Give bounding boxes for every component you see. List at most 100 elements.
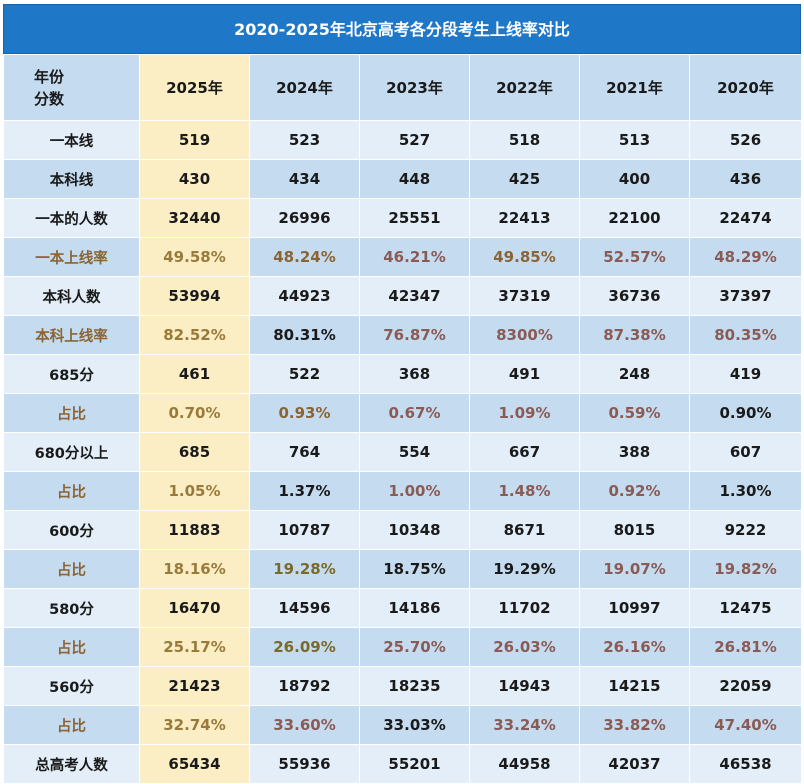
table-cell-2020: 22474 xyxy=(689,198,802,238)
table-row: 占比 1.05% 1.37% 1.00% 1.48% 0.92% 1.30% xyxy=(3,471,802,511)
score-comparison-table: 年份 分数 2025年 2024年 2023年 2022年 2021年 2020… xyxy=(3,54,802,784)
table-row: 本科人数 53994 44923 42347 37319 36736 37397 xyxy=(3,276,802,316)
table-cell-2024: 10787 xyxy=(249,510,360,550)
row-label: 占比 xyxy=(3,471,140,511)
table-cell-2020: 12475 xyxy=(689,588,802,628)
table-cell-2020: 436 xyxy=(689,159,802,199)
table-cell-2024: 26.09% xyxy=(249,627,360,667)
table-cell-2021: 388 xyxy=(579,432,690,472)
table-cell-2025: 0.70% xyxy=(139,393,250,433)
row-label: 600分 xyxy=(3,510,140,550)
table-cell-2023: 76.87% xyxy=(359,315,470,355)
table-cell-2023: 46.21% xyxy=(359,237,470,277)
year-header-2022: 2022年 xyxy=(469,54,580,121)
table-cell-2022: 491 xyxy=(469,354,580,394)
row-label: 一本的人数 xyxy=(3,198,140,238)
table-cell-2020: 1.30% xyxy=(689,471,802,511)
table-row: 685分 461 522 368 491 248 419 xyxy=(3,354,802,394)
table-cell-2023: 14186 xyxy=(359,588,470,628)
table-row: 一本线 519 523 527 518 513 526 xyxy=(3,120,802,160)
year-header-2023: 2023年 xyxy=(359,54,470,121)
table-cell-2021: 36736 xyxy=(579,276,690,316)
table-cell-2025: 519 xyxy=(139,120,250,160)
table-cell-2023: 55201 xyxy=(359,744,470,784)
table-cell-2020: 22059 xyxy=(689,666,802,706)
table-cell-2022: 667 xyxy=(469,432,580,472)
table-row: 占比 0.70% 0.93% 0.67% 1.09% 0.59% 0.90% xyxy=(3,393,802,433)
row-label: 680分以上 xyxy=(3,432,140,472)
table-cell-2025: 461 xyxy=(139,354,250,394)
table-cell-2025: 32.74% xyxy=(139,705,250,745)
table-cell-2020: 419 xyxy=(689,354,802,394)
table-cell-2020: 526 xyxy=(689,120,802,160)
table-cell-2022: 33.24% xyxy=(469,705,580,745)
table-cell-2022: 1.09% xyxy=(469,393,580,433)
row-label: 占比 xyxy=(3,549,140,589)
table-cell-2020: 9222 xyxy=(689,510,802,550)
table-cell-2021: 26.16% xyxy=(579,627,690,667)
table-cell-2021: 14215 xyxy=(579,666,690,706)
table-cell-2025: 25.17% xyxy=(139,627,250,667)
table-cell-2021: 22100 xyxy=(579,198,690,238)
table-cell-2024: 1.37% xyxy=(249,471,360,511)
table-cell-2024: 19.28% xyxy=(249,549,360,589)
corner-score-label: 分数 xyxy=(34,89,65,108)
table-cell-2023: 25.70% xyxy=(359,627,470,667)
table-row: 占比 32.74% 33.60% 33.03% 33.24% 33.82% 47.40% xyxy=(3,705,802,745)
table-cell-2024: 523 xyxy=(249,120,360,160)
row-label: 一本线 xyxy=(3,120,140,160)
table-cell-2021: 248 xyxy=(579,354,690,394)
row-label: 685分 xyxy=(3,354,140,394)
table-row: 本科线 430 434 448 425 400 436 xyxy=(3,159,802,199)
year-header-2020: 2020年 xyxy=(689,54,802,121)
row-label: 占比 xyxy=(3,393,140,433)
table-cell-2024: 14596 xyxy=(249,588,360,628)
table-cell-2022: 26.03% xyxy=(469,627,580,667)
table-cell-2025: 82.52% xyxy=(139,315,250,355)
table-cell-2025: 53994 xyxy=(139,276,250,316)
table-cell-2022: 425 xyxy=(469,159,580,199)
table-cell-2025: 16470 xyxy=(139,588,250,628)
comparison-table-container: 2020-2025年北京高考各分段考生上线率对比 年份 分数 2025年 202… xyxy=(3,4,802,784)
table-cell-2024: 434 xyxy=(249,159,360,199)
table-cell-2024: 55936 xyxy=(249,744,360,784)
table-cell-2024: 44923 xyxy=(249,276,360,316)
table-cell-2023: 33.03% xyxy=(359,705,470,745)
row-label: 总高考人数 xyxy=(3,744,140,784)
table-cell-2021: 19.07% xyxy=(579,549,690,589)
table-cell-2023: 25551 xyxy=(359,198,470,238)
table-cell-2025: 49.58% xyxy=(139,237,250,277)
table-cell-2022: 11702 xyxy=(469,588,580,628)
table-cell-2020: 37397 xyxy=(689,276,802,316)
table-cell-2023: 368 xyxy=(359,354,470,394)
table-cell-2023: 18.75% xyxy=(359,549,470,589)
table-cell-2023: 554 xyxy=(359,432,470,472)
corner-header: 年份 分数 xyxy=(3,54,140,121)
year-header-2024: 2024年 xyxy=(249,54,360,121)
table-row: 580分 16470 14596 14186 11702 10997 12475 xyxy=(3,588,802,628)
table-cell-2021: 42037 xyxy=(579,744,690,784)
table-row: 680分以上 685 764 554 667 388 607 xyxy=(3,432,802,472)
table-cell-2022: 44958 xyxy=(469,744,580,784)
table-cell-2022: 1.48% xyxy=(469,471,580,511)
table-cell-2020: 80.35% xyxy=(689,315,802,355)
year-header-2025: 2025年 xyxy=(139,54,250,121)
table-cell-2020: 48.29% xyxy=(689,237,802,277)
table-cell-2023: 42347 xyxy=(359,276,470,316)
row-label: 一本上线率 xyxy=(3,237,140,277)
table-cell-2021: 513 xyxy=(579,120,690,160)
table-cell-2023: 448 xyxy=(359,159,470,199)
table-cell-2025: 430 xyxy=(139,159,250,199)
table-cell-2022: 14943 xyxy=(469,666,580,706)
table-cell-2022: 8300% xyxy=(469,315,580,355)
table-cell-2022: 518 xyxy=(469,120,580,160)
table-cell-2020: 26.81% xyxy=(689,627,802,667)
table-row: 一本的人数 32440 26996 25551 22413 22100 22474 xyxy=(3,198,802,238)
table-cell-2021: 8015 xyxy=(579,510,690,550)
table-row: 600分 11883 10787 10348 8671 8015 9222 xyxy=(3,510,802,550)
table-cell-2021: 87.38% xyxy=(579,315,690,355)
table-title: 2020-2025年北京高考各分段考生上线率对比 xyxy=(3,4,801,54)
table-cell-2023: 527 xyxy=(359,120,470,160)
table-cell-2022: 49.85% xyxy=(469,237,580,277)
table-cell-2023: 10348 xyxy=(359,510,470,550)
